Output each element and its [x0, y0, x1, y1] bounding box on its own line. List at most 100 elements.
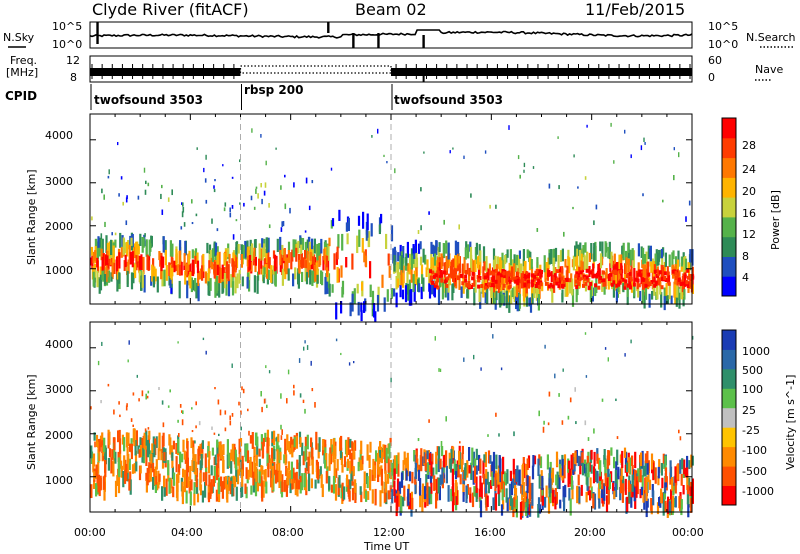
velocity-cell [506, 469, 509, 484]
velocity-cell [596, 470, 599, 484]
power-cell [141, 271, 144, 288]
power-cell [346, 233, 349, 245]
velocity-cell [264, 398, 267, 404]
power-cell [614, 274, 617, 291]
velocity-cell [207, 445, 210, 458]
velocity-cell [334, 484, 338, 501]
power-cell [373, 303, 376, 318]
power-cell [438, 242, 441, 253]
power-cell [408, 264, 411, 275]
power-cell [689, 249, 692, 263]
velocity-cell [387, 462, 390, 473]
velocity-cell [226, 439, 229, 456]
power-cell [624, 279, 628, 284]
power-cell [144, 233, 146, 237]
velocity-cell [376, 452, 380, 470]
power-cell [642, 278, 646, 283]
power-cell [676, 280, 680, 285]
velocity-cell [139, 437, 142, 448]
power-cell [361, 238, 364, 253]
power-cell [501, 269, 505, 273]
velocity-cell [101, 432, 104, 443]
velocity-cell [101, 440, 104, 454]
velocity-cell [303, 346, 305, 351]
power-cell [171, 257, 174, 268]
power-cell [306, 239, 309, 249]
velocity-cell [500, 367, 503, 371]
velocity-cell [451, 468, 454, 486]
velocity-cell [277, 433, 280, 443]
velocity-cell [664, 482, 667, 494]
velocity-cell [223, 476, 226, 490]
power-cell [120, 247, 123, 258]
velocity-cell [581, 462, 585, 476]
velocity-cell [288, 441, 291, 453]
power-cell [582, 245, 585, 258]
power-cell [383, 297, 386, 312]
cpid-segment-2: rbsp 200 [244, 83, 304, 97]
power-cell [673, 271, 677, 276]
velocity-cell [445, 465, 448, 484]
velocity-cell [169, 389, 171, 393]
power-cell [263, 238, 266, 247]
power-cell [374, 311, 377, 322]
velocity-cell [301, 473, 304, 491]
velocity-cell [647, 460, 650, 474]
velocity-cell [538, 410, 540, 417]
velocity-cell [613, 490, 616, 499]
nsky-label: N.Sky [3, 31, 35, 44]
power-cell [516, 295, 519, 312]
velocity-cell [158, 473, 161, 482]
power-cell [120, 176, 123, 180]
velocity-colorbar-swatch [722, 388, 736, 409]
velocity-cell [375, 450, 378, 462]
velocity-cell [240, 487, 243, 498]
power-cell [300, 253, 303, 269]
power-cell [183, 261, 186, 271]
power-cell [119, 232, 122, 248]
power-cell [130, 237, 133, 246]
power-cell [557, 284, 561, 289]
velocity-cell [123, 455, 126, 470]
velocity-cell [152, 477, 155, 490]
power-cell [484, 150, 487, 154]
velocity-cell [389, 437, 392, 446]
power-cell [482, 266, 485, 280]
power-cell [426, 259, 429, 271]
power-cell [503, 278, 506, 289]
velocity-cell [628, 457, 632, 475]
velocity-cell [349, 479, 352, 490]
power-cell [461, 281, 465, 286]
power-cell [400, 255, 404, 273]
power-cell [171, 268, 174, 277]
power-cell [680, 256, 683, 267]
velocity-cell [100, 400, 102, 404]
power-cell [243, 202, 245, 207]
velocity-cell [125, 463, 128, 482]
power-cell [471, 271, 475, 276]
velocity-cell [191, 407, 193, 410]
velocity-cell [157, 448, 160, 461]
velocity-cell [238, 452, 242, 465]
nsearch-label: N.Search [746, 31, 796, 44]
power-cell [386, 289, 389, 302]
velocity-cell [224, 410, 227, 415]
velocity-cell [310, 360, 312, 366]
velocity-cell [570, 475, 573, 490]
power-cell [256, 276, 259, 294]
power-cell [180, 261, 183, 276]
power-cell [287, 241, 291, 251]
velocity-cell [343, 486, 346, 500]
velocity-cell [210, 479, 213, 494]
power-cell [636, 278, 640, 283]
velocity-cell [360, 491, 363, 503]
power-cell [474, 247, 477, 265]
velocity-cell [320, 474, 323, 488]
velocity-cell [437, 477, 440, 494]
power-cell [363, 301, 366, 313]
beam-title: Beam 02 [355, 0, 427, 19]
power-cell [248, 272, 251, 281]
power-cell [237, 244, 240, 254]
velocity-cell [271, 438, 274, 443]
power-colorbar-swatch [722, 157, 736, 178]
